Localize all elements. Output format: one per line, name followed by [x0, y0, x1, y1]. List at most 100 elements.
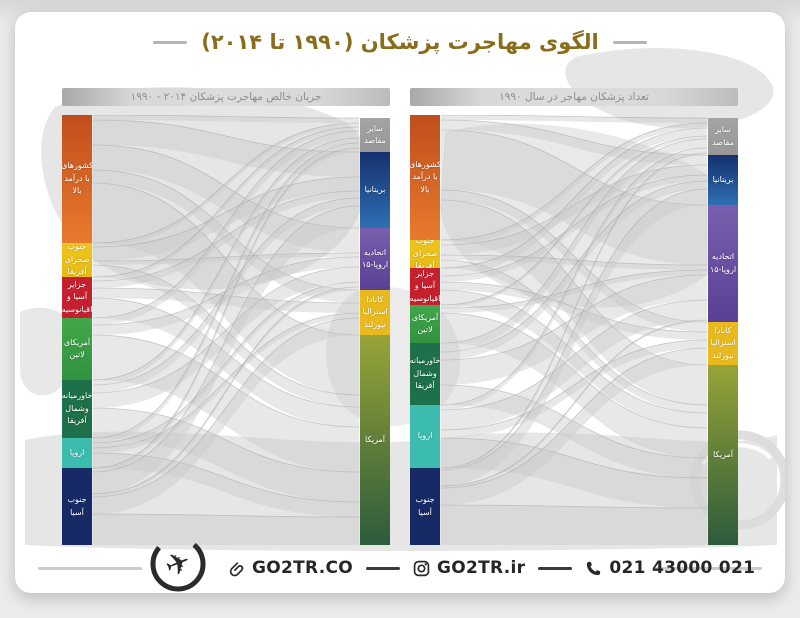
- sankey-node-label: جنوب آسیا: [415, 495, 435, 517]
- sankey-flow-edge: [92, 142, 360, 439]
- sankey-flow: [93, 120, 359, 177]
- sankey-flow: [441, 189, 707, 486]
- footer-dash-1: [366, 566, 401, 570]
- sankey-node-other-destinations: سایر مقاصد: [360, 118, 390, 152]
- sankey-flow: [93, 170, 359, 303]
- sankey-node-britain: بریتانیا: [360, 152, 390, 228]
- sankey-node-label: اروپا: [417, 431, 433, 441]
- sankey-flow-edge: [440, 437, 708, 479]
- website-item[interactable]: GO2TR.CO: [228, 558, 353, 578]
- sankey-node-label: سایر مقاصد: [712, 125, 734, 147]
- sankey-flow: [441, 300, 707, 430]
- sankey-flow: [441, 348, 707, 505]
- sankey-flow: [441, 181, 707, 360]
- sankey-node-south-asia: جنوب آسیا: [410, 468, 440, 545]
- footer-divider-right: [656, 567, 762, 570]
- sankey-flow-edge: [92, 137, 360, 381]
- sankey-node-label: خاورمیانه وشمال آفریقا: [61, 391, 93, 426]
- sankey-flow-edge: [440, 269, 708, 309]
- link-icon: [229, 561, 244, 576]
- sankey-node-europe: اروپا: [62, 438, 92, 468]
- sankey-node-latin-america: آمریکای لاتین: [62, 318, 92, 380]
- sankey-panel-1990: تعداد پزشکان مهاجر در سال ۱۹۹۰ کشورهای ب…: [409, 88, 738, 545]
- sankey-flow-edge: [440, 299, 708, 411]
- sankey-node-middle-east-north-africa: خاورمیانه وشمال آفریقا: [62, 380, 92, 438]
- sankey-flow-edge: [440, 188, 708, 471]
- sankey-node-asia-oceania-islands: جزایر آسیا و اقیانوسیه: [410, 268, 440, 305]
- sankey-flow: [441, 505, 707, 545]
- sankey-node-label: کانادا استرالیا نیوزلند: [362, 294, 388, 329]
- sankey-chart-net-flow: کشورهای با درآمد بالا جنوب صحرای آفریقا جز…: [61, 115, 390, 545]
- sankey-flow: [93, 177, 359, 261]
- sankey-flow-edge: [92, 115, 360, 119]
- sankey-flow-edge: [92, 266, 360, 394]
- sankey-flow-edge: [92, 513, 360, 518]
- sankey-flow: [441, 128, 707, 276]
- panel-header-1990: تعداد پزشکان مهاجر در سال ۱۹۹۰: [410, 88, 738, 106]
- sankey-flow-edge: [440, 254, 708, 266]
- sankey-flow-edge: [92, 169, 360, 291]
- sankey-node-label: بریتانیا: [712, 174, 734, 184]
- sankey-flow-edge: [440, 122, 708, 241]
- sankey-flow: [93, 123, 359, 247]
- logo-circle: [150, 536, 206, 592]
- instagram-label: GO2TR.ir: [437, 558, 526, 578]
- sankey-flow-edge: [440, 259, 708, 406]
- footer-divider-left: [38, 567, 142, 570]
- phone-item[interactable]: 021 43000 021: [585, 558, 755, 578]
- sankey-node-canada-australia-nz: کانادا استرالیا نیوزلند: [360, 290, 390, 335]
- sankey-flow-edge: [92, 312, 360, 449]
- go2tr-logo: ✈: [148, 534, 208, 594]
- sankey-flow: [441, 438, 707, 508]
- phone-icon: [587, 561, 601, 575]
- title-dash-left: [153, 40, 188, 44]
- sankey-flow-edge: [92, 176, 360, 248]
- sankey-flow: [441, 115, 707, 123]
- sankey-flow: [441, 385, 707, 478]
- sankey-flow-edge: [440, 127, 708, 269]
- sankey-flow: [441, 123, 707, 245]
- sankey-flow: [93, 143, 359, 443]
- sankey-flow-edge: [92, 190, 360, 282]
- sankey-flow-edge: [92, 130, 360, 319]
- sankey-flow: [93, 131, 359, 325]
- sankey-flow-edge: [440, 289, 708, 414]
- sankey-flow: [93, 138, 359, 385]
- instagram-item[interactable]: GO2TR.ir: [413, 558, 525, 578]
- sankey-node-america: آمریکا: [360, 335, 390, 545]
- sankey-flow: [441, 190, 707, 332]
- sankey-flow: [93, 145, 359, 253]
- sankey-flow: [441, 340, 707, 438]
- sankey-flow-edge: [92, 197, 360, 386]
- sankey-flow: [93, 335, 359, 472]
- sankey-flow-edge: [92, 119, 360, 153]
- sankey-node-europe: اروپا: [410, 405, 440, 468]
- sankey-panel-net-flow: جریان خالص مهاجرت پزشکان ۲۰۱۴ - ۱۹۹۰ کشو…: [61, 88, 390, 545]
- sankey-flow-edge: [440, 164, 708, 246]
- sankey-node-label: جزایر آسیا و اقیانوسیه: [61, 279, 93, 314]
- sankey-node-label: آمریکا: [364, 434, 385, 444]
- sankey-node-eu-15: اتحادیه اروپا-۱۵: [708, 205, 738, 322]
- sankey-flow: [93, 183, 359, 395]
- sankey-flow: [93, 318, 359, 514]
- sankey-flow-edge: [440, 147, 708, 406]
- sankey-flow: [93, 206, 359, 494]
- sankey-flow-edge: [440, 274, 708, 361]
- sankey-node-label: سایر مقاصد: [364, 123, 386, 145]
- sankey-flow-edge: [92, 407, 360, 473]
- sankey-flow-edge: [92, 252, 360, 262]
- sankey-flow-edge: [92, 122, 360, 244]
- sankey-node-label: اروپا: [69, 447, 85, 457]
- sankey-flow: [93, 191, 359, 288]
- sankey-flow-edge: [92, 147, 360, 469]
- panel-header-net-flow: جریان خالص مهاجرت پزشکان ۲۰۱۴ - ۱۹۹۰: [62, 88, 390, 106]
- sankey-flow: [93, 115, 359, 123]
- sankey-node-high-income-countries: کشورهای با درآمد بالا: [409, 115, 441, 240]
- sankey-node-britain: بریتانیا: [708, 155, 738, 205]
- sankey-node-label: آمریکای لاتین: [63, 337, 91, 359]
- sankey-node-label: جنوب صحرای آفریقا: [64, 242, 90, 277]
- sankey-node-label: کانادا استرالیا نیوزلند: [710, 325, 736, 360]
- sankey-flow: [93, 265, 359, 407]
- sankey-flow-edge: [440, 347, 708, 489]
- sankey-flow: [93, 453, 359, 517]
